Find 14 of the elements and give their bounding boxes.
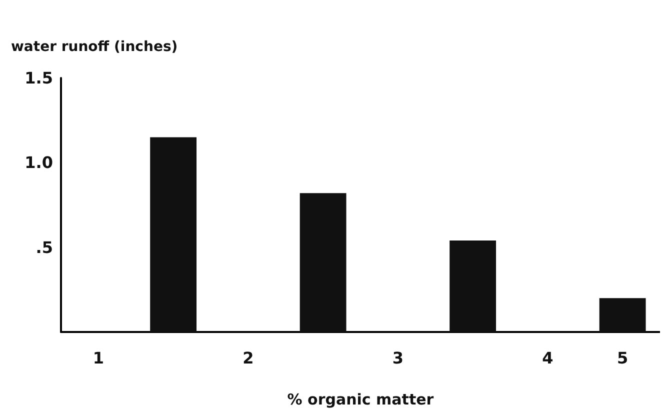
y-tick-label: 1.0 [24, 153, 53, 172]
bar [150, 137, 197, 332]
x-tick-label: 3 [392, 348, 404, 368]
bar [450, 240, 496, 332]
x-tick-label: 1 [92, 348, 104, 368]
x-tick-label: 4 [542, 348, 554, 368]
bar [300, 193, 346, 332]
y-axis-title: water runoff (inches) [11, 39, 178, 55]
x-tick-label: 5 [616, 348, 628, 368]
bar [599, 298, 646, 332]
x-tick-label: 2 [242, 348, 254, 368]
y-tick-label: .5 [36, 238, 53, 257]
x-axis-title: % organic matter [287, 390, 434, 408]
y-tick-label: 1.5 [24, 68, 53, 88]
